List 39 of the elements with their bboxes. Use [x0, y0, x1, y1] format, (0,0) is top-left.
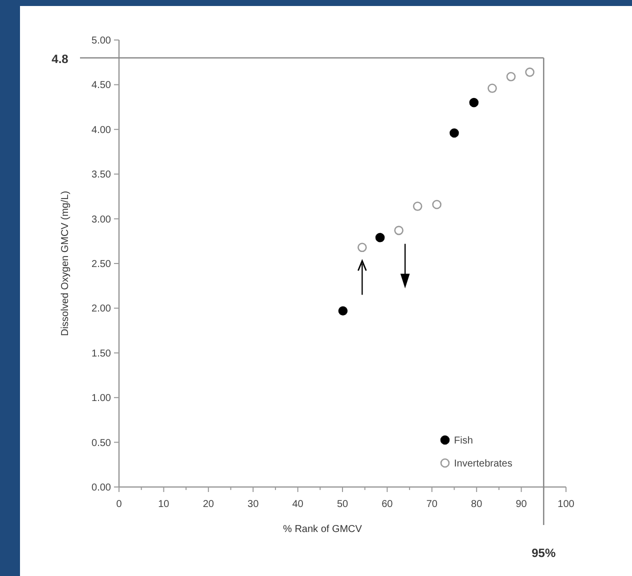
y-tick-label: 0.50	[92, 438, 112, 449]
y-tick-label: 0.00	[92, 482, 112, 494]
point	[412, 202, 422, 211]
x-tick-label: 0	[116, 499, 122, 510]
x-tick-label: 50	[336, 499, 348, 510]
legend-label: Fish	[454, 436, 473, 446]
y-tick-label: 5.00	[92, 36, 112, 46]
x-tick-label: 90	[516, 499, 528, 510]
y-tick-label: 3.50	[92, 170, 112, 181]
y-tick-label: 4.00	[92, 124, 112, 136]
point	[450, 128, 459, 138]
point	[525, 68, 534, 77]
point	[375, 232, 385, 242]
ref-line-label: 4.8	[52, 52, 69, 66]
x-tick-label: 10	[158, 499, 170, 510]
x-axis-title: % Rank of GMCV	[283, 524, 362, 535]
point	[506, 72, 516, 82]
point	[394, 226, 404, 236]
x-tick-label: 100	[558, 499, 575, 510]
point	[469, 98, 479, 108]
point	[488, 84, 497, 93]
y-tick-label: 3.00	[92, 214, 112, 226]
x-tick-label: 40	[292, 499, 304, 510]
y-tick-label: 2.00	[92, 304, 112, 315]
point	[358, 242, 367, 252]
x-tick-label: 60	[382, 499, 394, 510]
point	[338, 306, 348, 316]
x-tick-label: 80	[471, 499, 483, 510]
point	[432, 200, 442, 210]
y-axis-title: Dissolved Oxygen GMCV (mg/L)	[60, 190, 71, 336]
x-tick-label: 20	[202, 499, 214, 510]
legend-label: Invertebrates	[454, 458, 512, 470]
y-tick-label: 1.50	[92, 348, 112, 360]
y-tick-label: 2.50	[92, 259, 112, 270]
x-tick-label: 30	[248, 499, 260, 510]
x-tick-label: 70	[426, 499, 438, 510]
ref-line-label: 95%	[532, 546, 556, 560]
y-tick-label: 1.00	[92, 393, 112, 404]
y-tick-label: 4.50	[92, 80, 112, 92]
